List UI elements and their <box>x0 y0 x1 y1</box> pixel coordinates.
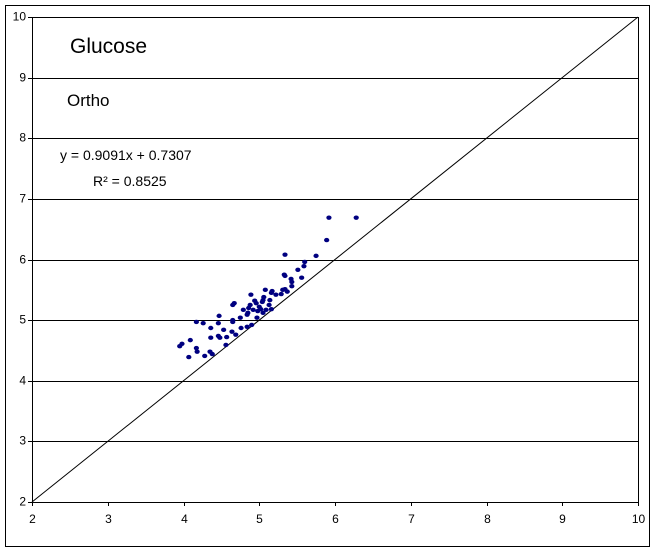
marks <box>31 16 639 503</box>
data-point <box>282 273 288 279</box>
data-point <box>260 310 266 316</box>
data-point <box>282 252 288 257</box>
data-point <box>238 325 244 331</box>
r-squared: R² = 0.8525 <box>93 173 167 189</box>
data-point <box>299 275 305 280</box>
data-point <box>208 335 214 340</box>
data-point <box>244 324 250 329</box>
y-tick-label: 9 <box>19 71 26 85</box>
x-tick-label: 6 <box>332 512 339 526</box>
data-point <box>261 294 267 300</box>
data-point <box>253 300 259 306</box>
data-point <box>289 279 295 285</box>
data-point <box>250 307 256 313</box>
data-point <box>289 283 295 289</box>
data-point <box>240 307 246 313</box>
x-tick-label: 10 <box>632 512 646 526</box>
equation: y = 0.9091x + 0.7307 <box>60 147 192 163</box>
x-tick-label: 7 <box>408 512 415 526</box>
y-tick-label: 2 <box>19 495 26 509</box>
data-point <box>224 334 230 340</box>
chart-border <box>5 5 650 547</box>
data-point <box>231 300 237 306</box>
y-tick-label: 3 <box>19 434 26 448</box>
plot-border <box>32 17 639 503</box>
data-point <box>217 335 223 340</box>
y-tick-label: 8 <box>19 131 26 145</box>
data-point <box>194 349 200 354</box>
data-point <box>186 354 192 360</box>
x-tick-label: 5 <box>256 512 263 526</box>
data-point <box>267 297 273 303</box>
x-tick-label: 4 <box>181 512 188 526</box>
data-point <box>248 292 254 297</box>
data-point <box>209 351 215 357</box>
data-point <box>230 317 236 323</box>
subtitle: Ortho <box>67 91 110 110</box>
data-point <box>187 337 193 343</box>
data-point <box>237 315 243 320</box>
data-point <box>313 253 319 259</box>
x-tick-label: 3 <box>105 512 112 526</box>
data-point <box>216 313 222 319</box>
y-tick-label: 5 <box>19 313 26 327</box>
data-point <box>254 315 260 320</box>
y-tick-label: 10 <box>13 10 27 24</box>
data-point <box>202 353 208 359</box>
data-point <box>221 327 227 333</box>
data-point <box>247 302 253 308</box>
data-point <box>233 332 239 337</box>
data-point <box>273 292 279 297</box>
data-point <box>208 325 214 331</box>
data-point <box>262 287 268 293</box>
chart-title: Glucose <box>70 35 147 58</box>
x-tick-label: 2 <box>29 512 36 526</box>
data-point <box>278 291 284 297</box>
data-point <box>324 237 330 243</box>
data-point <box>179 341 185 346</box>
y-tick-label: 7 <box>19 192 26 206</box>
data-point <box>266 302 272 308</box>
y-tick-label: 6 <box>19 253 26 267</box>
data-point <box>229 329 235 334</box>
data-point <box>263 307 269 313</box>
y-tick-label: 4 <box>19 374 26 388</box>
data-point <box>284 289 290 294</box>
data-point <box>301 263 307 269</box>
data-point <box>223 342 229 348</box>
data-point <box>200 320 206 326</box>
data-point <box>353 215 359 220</box>
data-point <box>302 259 308 265</box>
data-point <box>249 322 255 328</box>
x-tick-label: 9 <box>559 512 566 526</box>
x-tick-label: 8 <box>484 512 491 526</box>
reference-line <box>31 16 639 503</box>
data-point <box>193 319 199 325</box>
data-point <box>258 307 264 312</box>
data-point <box>245 310 251 316</box>
data-point <box>326 215 332 220</box>
data-point <box>295 267 301 273</box>
data-point <box>193 345 199 351</box>
data-point <box>215 320 221 326</box>
data-point <box>268 307 274 312</box>
data-point <box>269 288 275 294</box>
